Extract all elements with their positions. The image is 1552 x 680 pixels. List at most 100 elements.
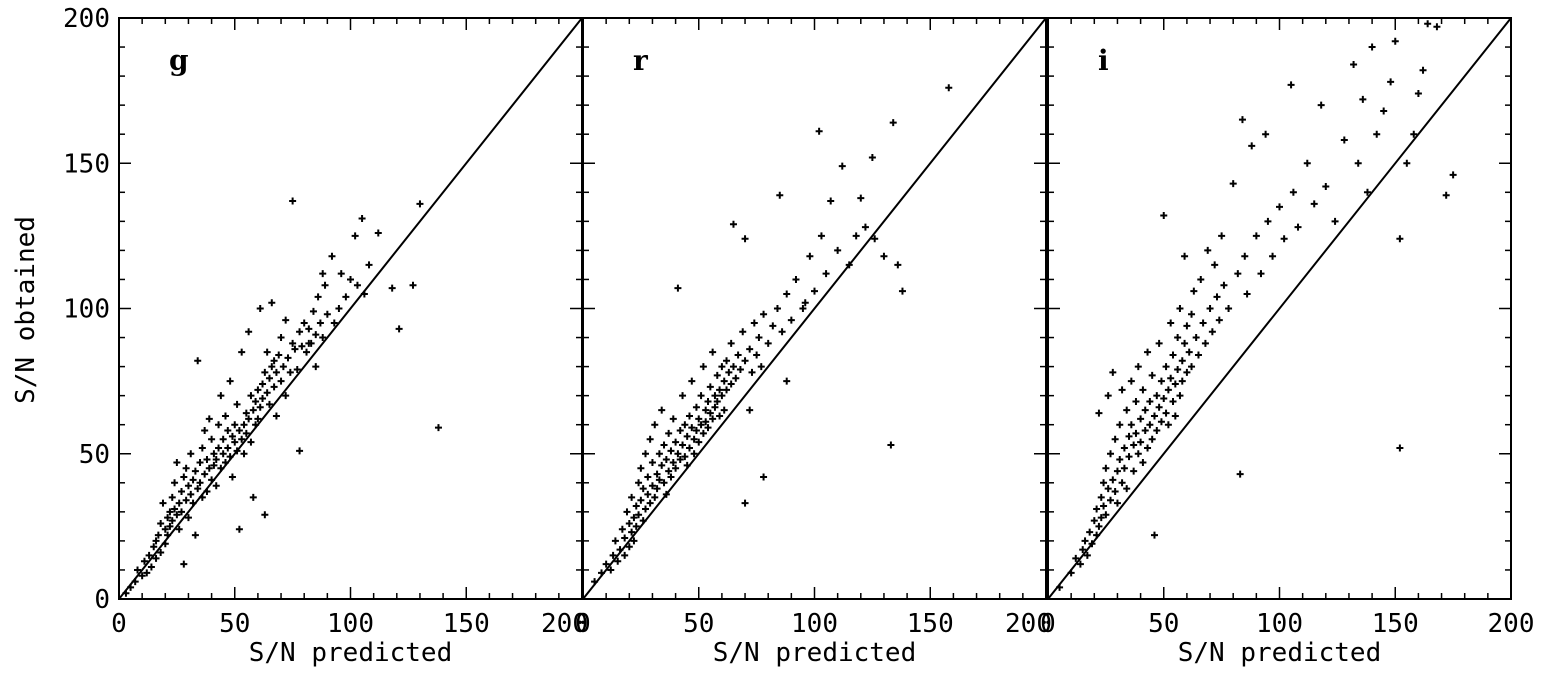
data-point (697, 421, 705, 429)
data-point (201, 470, 209, 478)
data-point (695, 438, 703, 446)
data-point (699, 363, 707, 371)
data-point (653, 485, 661, 493)
data-point (180, 473, 188, 481)
data-point (1164, 386, 1172, 394)
data-point (1208, 328, 1216, 336)
data-point (639, 517, 647, 525)
data-point (270, 357, 278, 365)
data-point (1410, 130, 1418, 138)
data-point (632, 502, 640, 510)
data-point (688, 424, 696, 432)
data-point (1340, 136, 1348, 144)
data-point (1139, 458, 1147, 466)
data-point (1093, 505, 1101, 513)
data-point (706, 383, 714, 391)
data-point (880, 252, 888, 260)
data-point (1086, 528, 1094, 536)
data-point (228, 432, 236, 440)
y-tick-label: 50 (79, 440, 110, 470)
data-point (1132, 397, 1140, 405)
data-point (335, 305, 343, 312)
data-point (296, 328, 304, 336)
data-point (282, 392, 290, 400)
data-point (711, 403, 719, 411)
data-point (729, 220, 737, 228)
data-point (189, 476, 197, 484)
data-point (811, 287, 818, 295)
data-point (351, 232, 359, 240)
data-point (1148, 435, 1156, 443)
data-point (669, 458, 677, 466)
x-tick-label: 100 (1256, 609, 1303, 639)
data-point (159, 499, 167, 507)
data-point (1146, 397, 1154, 405)
data-point (1141, 427, 1149, 435)
data-point (168, 493, 176, 501)
data-point (1317, 101, 1325, 109)
data-point (1083, 551, 1091, 559)
data-point (817, 232, 825, 240)
data-point (187, 450, 195, 458)
one-to-one-line (1047, 17, 1512, 600)
data-point (667, 473, 675, 481)
data-point (240, 450, 248, 458)
data-point (651, 421, 659, 429)
data-point (655, 476, 663, 484)
data-point (309, 307, 317, 315)
data-point (681, 421, 689, 429)
data-point (639, 485, 647, 493)
panel-label: i (1098, 44, 1109, 77)
data-point (725, 368, 733, 376)
data-point (261, 511, 269, 519)
data-point (323, 310, 331, 318)
data-point (648, 482, 656, 490)
data-point (1181, 339, 1189, 347)
data-point (1079, 546, 1087, 554)
data-point (252, 397, 260, 405)
data-point (1220, 281, 1228, 289)
data-point (757, 363, 765, 371)
data-point (249, 493, 257, 501)
data-point (235, 525, 243, 533)
data-point (265, 400, 273, 408)
data-point (1111, 435, 1119, 443)
data-point (305, 325, 313, 333)
data-point (358, 214, 366, 222)
data-point (231, 438, 239, 446)
data-point (157, 519, 165, 527)
data-point (1113, 499, 1121, 507)
data-point (1387, 78, 1395, 86)
x-tick-label: 0 (1040, 609, 1056, 639)
data-point (1368, 43, 1376, 51)
data-point (1215, 316, 1223, 324)
data-point (1178, 357, 1186, 365)
data-point (1104, 485, 1112, 493)
data-point (736, 366, 744, 374)
data-point (259, 380, 267, 388)
data-point (122, 589, 130, 597)
data-point (131, 578, 139, 586)
data-point (699, 429, 707, 437)
data-point (263, 389, 271, 397)
data-point (279, 363, 287, 371)
data-point (293, 366, 301, 374)
data-point (685, 444, 693, 452)
data-point (1206, 305, 1214, 312)
data-point (184, 514, 192, 522)
data-point (1174, 366, 1182, 374)
data-point (321, 281, 329, 289)
data-point (1183, 368, 1191, 376)
data-point (1157, 377, 1165, 385)
data-point (611, 537, 619, 545)
data-point (773, 305, 781, 312)
data-point (614, 557, 622, 565)
data-point (1225, 305, 1233, 312)
data-point (658, 406, 666, 414)
data-point (416, 200, 424, 208)
data-point (226, 377, 234, 385)
data-point (702, 418, 710, 426)
data-point (845, 261, 853, 269)
data-point (1157, 418, 1165, 426)
data-point (175, 525, 183, 533)
